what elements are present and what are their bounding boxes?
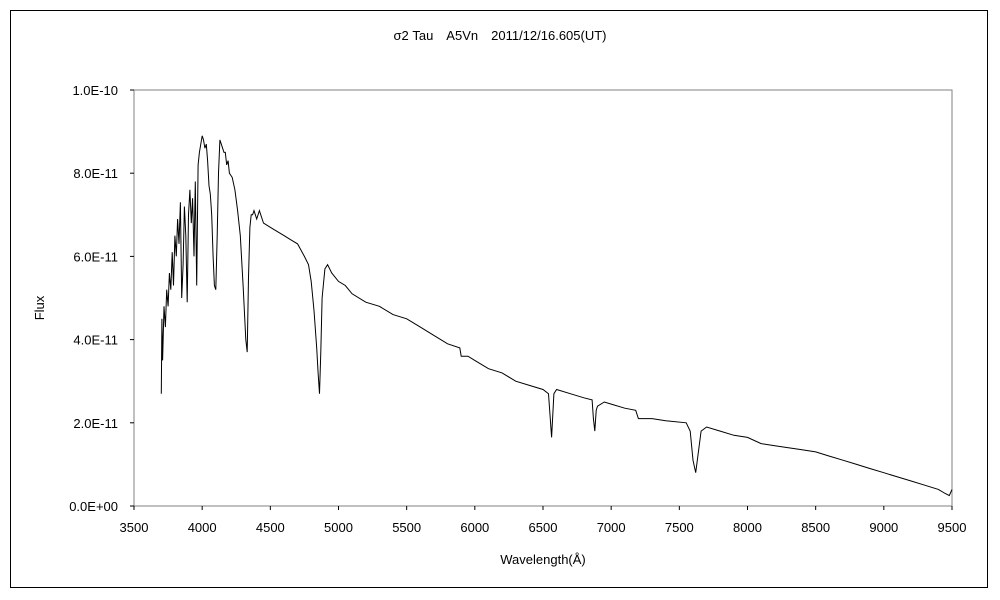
x-tick-label: 4000 <box>188 520 217 535</box>
x-tick-label: 5500 <box>392 520 421 535</box>
y-tick-label: 2.0E-11 <box>73 416 118 431</box>
x-tick-label: 8500 <box>801 520 830 535</box>
y-tick-label: 6.0E-11 <box>73 249 118 264</box>
x-tick-label: 9500 <box>938 520 967 535</box>
x-axis-title: Wavelength(Å) <box>500 552 586 567</box>
chart-frame <box>10 10 988 588</box>
y-axis: 0.0E+00 2.0E-11 4.0E-11 6.0E-11 8.0E-11 1.0E-… <box>69 83 134 514</box>
x-tick-label: 6000 <box>460 520 489 535</box>
y-tick-label: 4.0E-11 <box>73 333 118 348</box>
y-tick-label: 0.0E+00 <box>69 499 118 514</box>
y-axis-title: Flux <box>32 295 47 320</box>
x-tick-label: 5000 <box>324 520 353 535</box>
x-tick-label: 3500 <box>120 520 149 535</box>
spectrum-line <box>160 135 953 497</box>
x-axis: 3500 4000 4500 5000 5500 6000 6500 7000 7500 8000… <box>120 506 967 535</box>
x-tick-label: 7500 <box>665 520 694 535</box>
x-tick-label: 9000 <box>869 520 898 535</box>
x-tick-label: 4500 <box>256 520 285 535</box>
x-tick-label: 6500 <box>529 520 558 535</box>
y-tick-label: 8.0E-11 <box>73 166 118 181</box>
y-tick-label: 1.0E-10 <box>72 83 118 98</box>
x-tick-label: 8000 <box>733 520 762 535</box>
chart-title: σ2 Tau A5Vn 2011/12/16.605(UT) <box>393 28 606 43</box>
plot-area <box>133 89 953 507</box>
x-tick-label: 7000 <box>597 520 626 535</box>
